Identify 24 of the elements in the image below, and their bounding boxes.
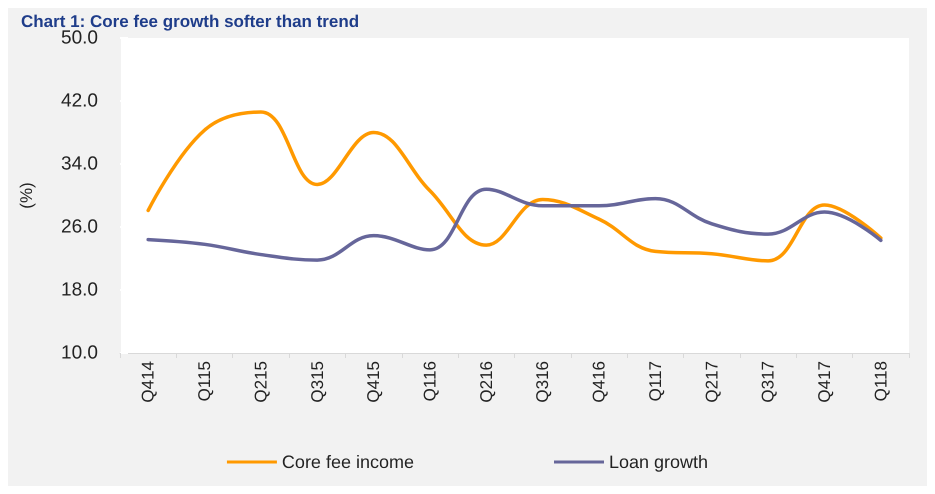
x-tick-label: Q416	[590, 361, 609, 403]
x-tick-label: Q117	[646, 361, 665, 402]
line-series	[146, 110, 883, 263]
y-tick-label: 18.0	[61, 280, 98, 300]
x-tick-label: Q115	[195, 361, 214, 402]
line-series	[146, 187, 883, 262]
y-axis-title: (%)	[17, 182, 36, 209]
x-tick-label: Q315	[308, 361, 327, 403]
y-tick-label: 34.0	[61, 154, 98, 174]
x-tick-label: Q317	[758, 361, 778, 403]
x-tick-label: Q316	[533, 361, 552, 403]
x-tick-label: Q215	[251, 361, 270, 403]
x-tick-label: Q415	[364, 361, 384, 403]
y-tick-label: 10.0	[61, 342, 98, 364]
legend-label: Loan growth	[608, 452, 708, 472]
legend-label: Core fee income	[282, 452, 414, 472]
x-tick-label: Q414	[138, 361, 158, 403]
x-tick-label: Q216	[476, 361, 496, 403]
y-tick-label: 26.0	[61, 216, 98, 238]
x-tick-label: Q118	[871, 361, 890, 402]
x-tick-label: Q217	[702, 361, 722, 403]
x-tick-label: Q417	[814, 361, 834, 403]
x-tick-label: Q116	[420, 361, 440, 402]
y-tick-label: 42.0	[61, 90, 98, 112]
